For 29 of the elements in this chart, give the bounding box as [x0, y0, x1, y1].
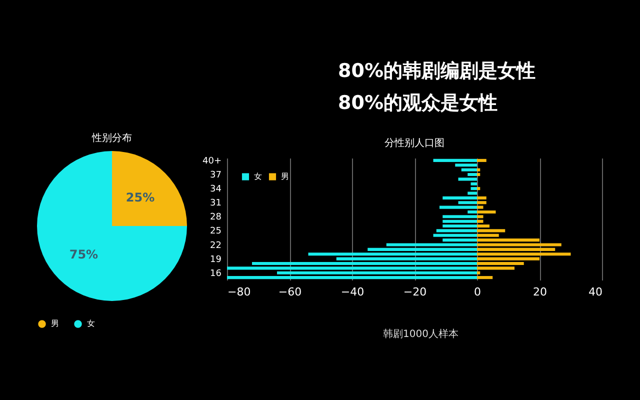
chart-title: 分性别人口图 — [384, 136, 444, 149]
y-tick-label: 28 — [210, 212, 222, 223]
y-tick-label: 31 — [210, 198, 222, 209]
y-tick-label: 22 — [210, 240, 222, 251]
legend-label: 女 — [87, 319, 95, 328]
x-tick-label: −80 — [228, 286, 251, 298]
legend-label: 女 — [254, 172, 262, 181]
x-tick-label: −60 — [278, 286, 302, 298]
pie-slice — [37, 151, 187, 301]
x-tick-label: 40 — [588, 286, 602, 298]
y-tick-label: 16 — [210, 268, 222, 279]
x-tick-label: 20 — [533, 286, 547, 298]
y-tick-label: 40+ — [202, 156, 222, 166]
text: 80%的韩剧编剧是女性 — [338, 59, 536, 84]
y-tick-label: 19 — [210, 254, 222, 265]
legend-label: 男 — [51, 319, 59, 328]
y-tick-label: 37 — [210, 170, 222, 181]
y-tick-label: 25 — [210, 226, 222, 237]
pie-slice — [112, 151, 187, 226]
x-tick-label: 0 — [474, 286, 481, 298]
x-tick-label: −20 — [403, 286, 427, 298]
x-tick-label: −40 — [340, 286, 364, 298]
y-tick-label: 34 — [210, 184, 222, 195]
text: 80%的观众是女性 — [338, 91, 498, 116]
legend-label: 男 — [281, 172, 289, 181]
text: 韩剧1000人样本 — [383, 328, 458, 341]
data-label: 75% — [69, 247, 98, 262]
chart-title: 性别分布 — [91, 132, 132, 144]
data-label: 25% — [126, 190, 155, 205]
